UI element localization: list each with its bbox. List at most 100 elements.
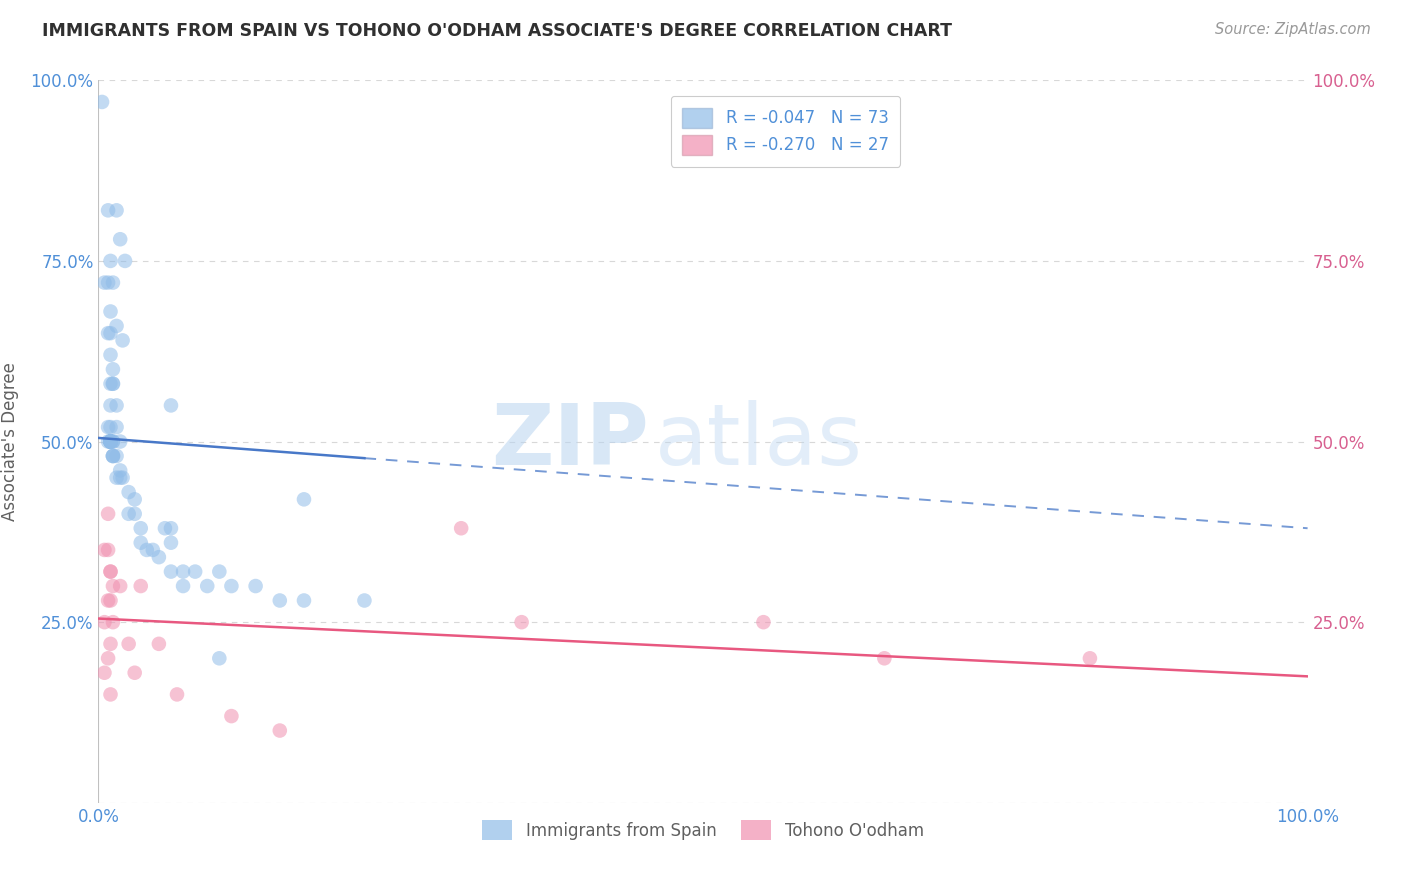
Point — [100, 434, 122, 449]
Text: Source: ZipAtlas.com: Source: ZipAtlas.com — [1215, 22, 1371, 37]
Point — [97, 326, 120, 340]
Point — [101, 449, 124, 463]
Point — [124, 665, 146, 680]
Point — [97, 651, 120, 665]
Point — [100, 434, 122, 449]
Point — [101, 579, 124, 593]
Point — [129, 535, 152, 549]
Point — [93, 276, 115, 290]
Point — [195, 579, 218, 593]
Point — [93, 542, 115, 557]
Text: IMMIGRANTS FROM SPAIN VS TOHONO O'ODHAM ASSOCIATE'S DEGREE CORRELATION CHART: IMMIGRANTS FROM SPAIN VS TOHONO O'ODHAM … — [42, 22, 952, 40]
Point — [100, 376, 122, 391]
Point — [101, 362, 124, 376]
Point — [100, 687, 122, 701]
Point — [100, 434, 122, 449]
Y-axis label: Associate's Degree: Associate's Degree — [1, 362, 20, 521]
Point — [105, 398, 128, 412]
Point — [97, 507, 120, 521]
Point — [100, 434, 122, 449]
Point — [93, 615, 115, 630]
Point — [221, 579, 243, 593]
Point — [160, 535, 183, 549]
Point — [160, 521, 183, 535]
Point — [100, 253, 122, 268]
Point — [148, 637, 170, 651]
Point — [108, 463, 131, 477]
Point — [184, 565, 207, 579]
Point — [97, 593, 120, 607]
Point — [93, 665, 115, 680]
Point — [108, 579, 131, 593]
Point — [100, 434, 122, 449]
Point — [269, 723, 291, 738]
Text: atlas: atlas — [655, 400, 863, 483]
Point — [208, 651, 231, 665]
Point — [353, 593, 375, 607]
Point — [129, 521, 152, 535]
Point — [101, 434, 124, 449]
Point — [135, 542, 157, 557]
Point — [100, 434, 122, 449]
Point — [100, 593, 122, 607]
Point — [111, 470, 134, 484]
Point — [166, 687, 188, 701]
Legend: Immigrants from Spain, Tohono O'odham: Immigrants from Spain, Tohono O'odham — [474, 812, 932, 848]
Point — [111, 334, 134, 348]
Point — [450, 521, 472, 535]
Point — [100, 434, 122, 449]
Point — [100, 420, 122, 434]
Point — [97, 420, 120, 434]
Point — [101, 615, 124, 630]
Point — [148, 550, 170, 565]
Point — [1078, 651, 1101, 665]
Point — [208, 565, 231, 579]
Point — [108, 470, 131, 484]
Point — [153, 521, 176, 535]
Text: ZIP: ZIP — [491, 400, 648, 483]
Point — [105, 470, 128, 484]
Point — [510, 615, 533, 630]
Point — [105, 318, 128, 333]
Point — [100, 637, 122, 651]
Point — [91, 95, 114, 109]
Point — [172, 565, 194, 579]
Point — [100, 326, 122, 340]
Point — [752, 615, 775, 630]
Point — [100, 304, 122, 318]
Point — [101, 449, 124, 463]
Point — [292, 492, 315, 507]
Point — [118, 507, 141, 521]
Point — [160, 565, 183, 579]
Point — [221, 709, 243, 723]
Point — [105, 449, 128, 463]
Point — [101, 434, 124, 449]
Point — [124, 507, 146, 521]
Point — [105, 420, 128, 434]
Point — [108, 232, 131, 246]
Point — [172, 579, 194, 593]
Point — [100, 565, 122, 579]
Point — [142, 542, 165, 557]
Point — [97, 542, 120, 557]
Point — [101, 449, 124, 463]
Point — [101, 376, 124, 391]
Point — [114, 253, 136, 268]
Point — [100, 434, 122, 449]
Point — [100, 434, 122, 449]
Point — [100, 398, 122, 412]
Point — [97, 203, 120, 218]
Point — [873, 651, 896, 665]
Point — [108, 434, 131, 449]
Point — [160, 398, 183, 412]
Point — [100, 565, 122, 579]
Point — [129, 579, 152, 593]
Point — [269, 593, 291, 607]
Point — [101, 376, 124, 391]
Point — [124, 492, 146, 507]
Point — [97, 434, 120, 449]
Point — [100, 434, 122, 449]
Point — [101, 276, 124, 290]
Point — [97, 276, 120, 290]
Point — [100, 348, 122, 362]
